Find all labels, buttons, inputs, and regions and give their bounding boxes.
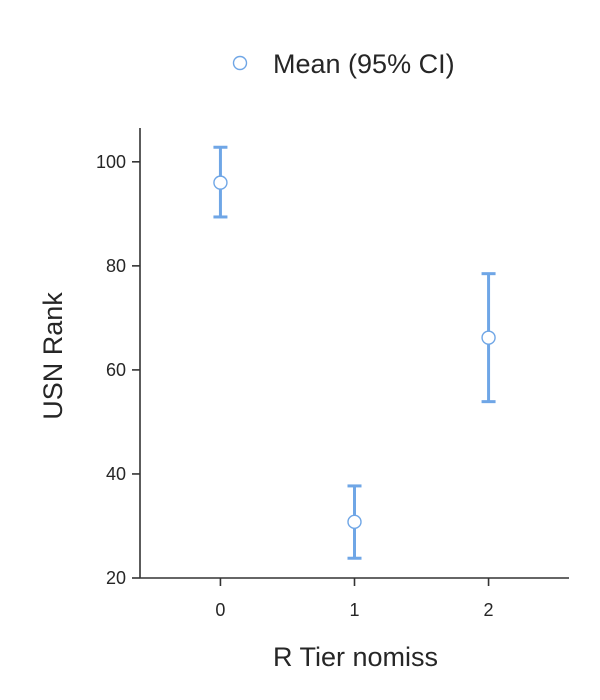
data-point-group xyxy=(213,145,228,219)
x-axis-title: R Tier nomiss xyxy=(273,642,438,672)
y-axis-ticks: 20 40 60 80 100 xyxy=(96,152,140,588)
mean-point xyxy=(347,514,362,530)
x-tick-label: 0 xyxy=(215,600,225,620)
y-tick-label: 60 xyxy=(106,360,126,380)
y-axis-title: USN Rank xyxy=(38,292,68,420)
mean-point xyxy=(213,175,228,190)
legend-label: Mean (95% CI) xyxy=(273,49,455,79)
y-tick-label: 20 xyxy=(106,568,126,588)
axes: 20 40 60 80 100 0 1 2 xyxy=(96,128,569,620)
legend-marker-icon xyxy=(232,55,248,71)
data-point-group xyxy=(481,272,496,404)
legend: Mean (95% CI) xyxy=(232,49,455,79)
y-tick-label: 100 xyxy=(96,152,126,172)
x-axis-ticks: 0 1 2 xyxy=(215,578,494,620)
x-tick-label: 1 xyxy=(349,600,359,620)
y-tick-label: 80 xyxy=(106,256,126,276)
y-tick-label: 40 xyxy=(106,464,126,484)
x-tick-label: 2 xyxy=(484,600,494,620)
data-marks xyxy=(213,145,496,560)
data-point-group xyxy=(347,484,362,560)
mean-point xyxy=(481,330,496,345)
